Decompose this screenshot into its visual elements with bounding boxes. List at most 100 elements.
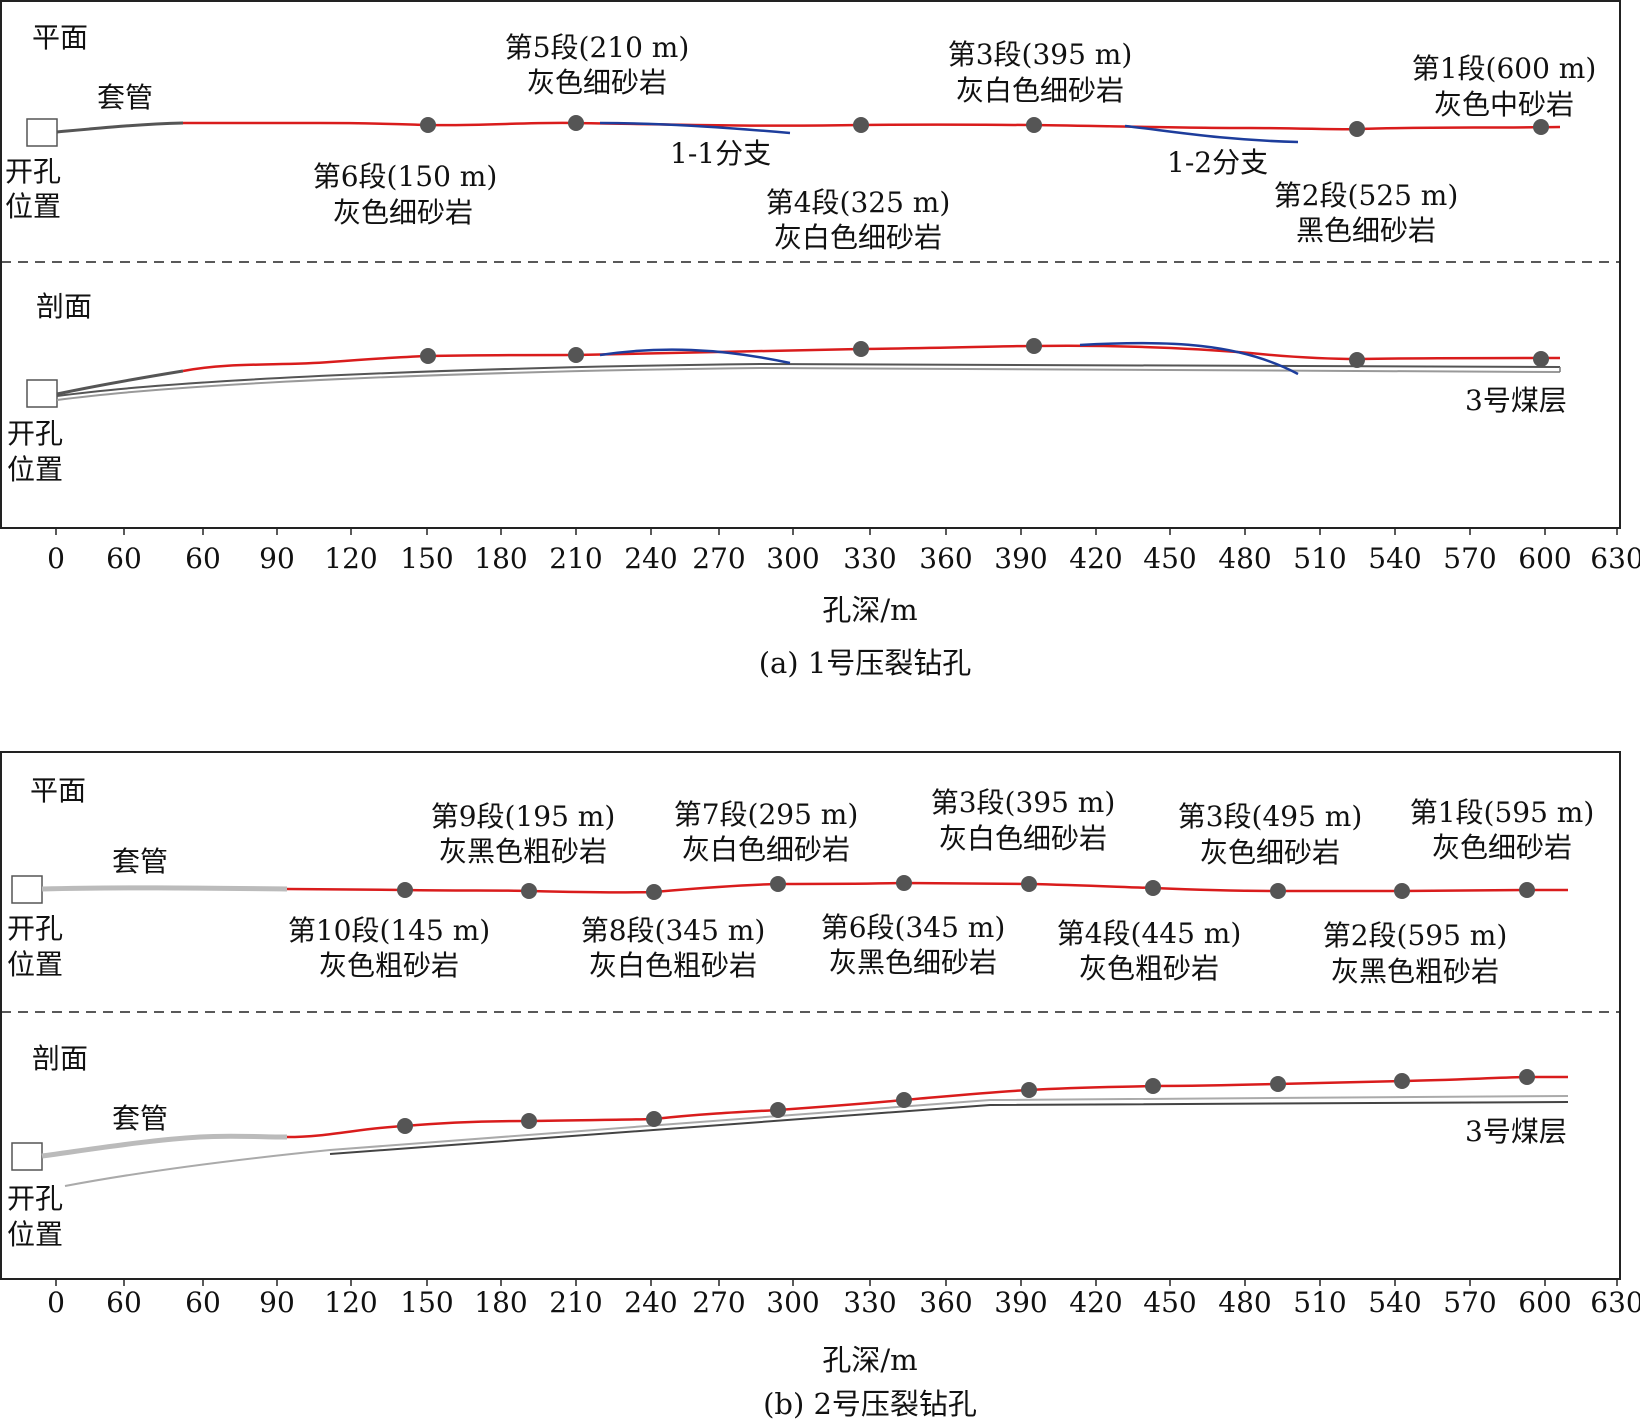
- stage-2-profile-point: [1349, 352, 1365, 368]
- coal-seam-lower: [56, 366, 1561, 401]
- stage-6b-title: 第6段(345 m): [821, 911, 1006, 944]
- stage-4b-point: [1145, 880, 1161, 896]
- panel-b-frame: [0, 751, 1621, 1280]
- stage-5-point: [568, 115, 584, 131]
- branch-1-2-profile-path: [1079, 341, 1299, 376]
- panel-b-x-axis-title: 孔深/m: [822, 1343, 917, 1377]
- casing-label-b-profile: 套管: [112, 1102, 168, 1135]
- stage-4-point: [853, 117, 869, 133]
- x-tick-label: 60: [106, 542, 142, 575]
- stage-1-lithology: 灰色中砂岩: [1434, 88, 1574, 121]
- stage-2-lithology: 黑色细砂岩: [1296, 214, 1436, 247]
- hole-label-profile-line1: 开孔: [7, 417, 63, 450]
- stage-2-point: [1349, 121, 1365, 137]
- stage-1-title: 第1段(600 m): [1412, 52, 1597, 85]
- x-tick-label: 420: [1069, 1286, 1122, 1319]
- x-tick-label: 330: [843, 1286, 896, 1319]
- hole-label-line1: 开孔: [5, 155, 61, 188]
- stage-8-lithology: 灰白色粗砂岩: [589, 949, 757, 982]
- hole-marker-profile-icon: [26, 379, 58, 408]
- stage-2b-lithology: 灰黑色粗砂岩: [1331, 955, 1499, 988]
- stage-3b-title: 第3段(395 m): [931, 786, 1116, 819]
- branch-1-1-path: [599, 121, 791, 135]
- panel-a-x-axis-title: 孔深/m: [822, 593, 917, 627]
- stage-3c-profile-point: [1270, 1076, 1286, 1092]
- stage-7-title: 第7段(295 m): [674, 798, 859, 831]
- x-tick-label: 240: [624, 1286, 677, 1319]
- casing-label-b: 套管: [112, 845, 168, 878]
- hole-marker-b-profile-icon: [11, 1142, 43, 1171]
- stage-7-profile-point: [770, 1102, 786, 1118]
- panel-a-profile-title: 剖面: [36, 290, 92, 323]
- stage-1b-title: 第1段(595 m): [1410, 796, 1595, 829]
- coal-seam-b-upper: [64, 1095, 1569, 1187]
- stage-3c-lithology: 灰色细砂岩: [1200, 836, 1340, 869]
- x-tick-label: 510: [1293, 542, 1346, 575]
- stage-4-title: 第4段(325 m): [766, 186, 951, 219]
- x-tick-label: 120: [324, 1286, 377, 1319]
- x-tick-label: 420: [1069, 542, 1122, 575]
- stage-9-profile-point: [521, 1113, 537, 1129]
- panel-a: 平面 剖面 开孔 位置 套管 1-1分支 1-2分支 第6段(150 m) 灰色…: [0, 0, 1640, 680]
- x-tick-label: 450: [1143, 542, 1196, 575]
- stage-8-profile-point: [646, 1111, 662, 1127]
- x-tick-label: 540: [1368, 542, 1421, 575]
- stage-9-point: [521, 883, 537, 899]
- stage-10-title: 第10段(145 m): [288, 914, 490, 947]
- x-tick-label: 630: [1590, 542, 1640, 575]
- stage-5-lithology: 灰色细砂岩: [527, 66, 667, 99]
- x-tick-label: 630: [1590, 1286, 1640, 1319]
- stage-1b-profile-point: [1519, 1069, 1535, 1085]
- hole-label-b-profile-line1: 开孔: [7, 1182, 63, 1215]
- stage-2b-profile-point: [1394, 1073, 1410, 1089]
- stage-3-lithology: 灰白色细砂岩: [956, 74, 1124, 107]
- stage-3b-point: [1021, 876, 1037, 892]
- panel-a-frame: [0, 0, 1621, 529]
- stage-1b-lithology: 灰色细砂岩: [1432, 831, 1572, 864]
- x-tick-label: 360: [919, 542, 972, 575]
- x-tick-label: 60: [106, 1286, 142, 1319]
- stage-4b-lithology: 灰色粗砂岩: [1079, 952, 1219, 985]
- casing-profile-line: [56, 369, 184, 396]
- x-tick-label: 330: [843, 542, 896, 575]
- panel-b: 平面 剖面 开孔 位置 套管 第10段(145 m) 灰色粗砂岩 第9段(195…: [0, 751, 1640, 1421]
- coal-seam-b-label: 3号煤层: [1465, 1115, 1567, 1148]
- x-tick-label: 240: [624, 542, 677, 575]
- hole-label-b-profile-line2: 位置: [7, 1218, 63, 1251]
- branch-1-1-profile-path: [599, 348, 791, 365]
- stage-8-title: 第8段(345 m): [581, 914, 766, 947]
- coal-seam-b-lower: [329, 1101, 1569, 1155]
- x-tick-label: 570: [1443, 542, 1496, 575]
- x-tick-label: 180: [474, 542, 527, 575]
- x-tick-label: 570: [1443, 1286, 1496, 1319]
- hole-label-b-line2: 位置: [7, 948, 63, 981]
- hole-label-line2: 位置: [5, 190, 61, 223]
- stage-5-profile-point: [568, 347, 584, 363]
- panel-a-plan-title: 平面: [32, 21, 88, 54]
- x-tick-label: 270: [692, 1286, 745, 1319]
- stage-7-lithology: 灰白色细砂岩: [682, 833, 850, 866]
- stage-2-title: 第2段(525 m): [1274, 179, 1459, 212]
- x-tick-label: 210: [549, 542, 602, 575]
- stage-3-title: 第3段(395 m): [948, 38, 1133, 71]
- x-tick-label: 480: [1218, 542, 1271, 575]
- x-tick-label: 120: [324, 542, 377, 575]
- stage-6-profile-point: [420, 348, 436, 364]
- stage-4-lithology: 灰白色细砂岩: [774, 221, 942, 254]
- x-tick-label: 390: [994, 1286, 1047, 1319]
- hole-marker-b-icon: [11, 875, 43, 904]
- x-tick-label: 600: [1518, 542, 1571, 575]
- stage-10-point: [397, 882, 413, 898]
- stage-7-point: [770, 876, 786, 892]
- x-tick-label: 180: [474, 1286, 527, 1319]
- stage-4b-profile-point: [1145, 1078, 1161, 1094]
- stage-1b-point: [1519, 882, 1535, 898]
- stage-3-profile-point: [1026, 338, 1042, 354]
- x-tick-label: 360: [919, 1286, 972, 1319]
- stage-3b-profile-point: [1021, 1082, 1037, 1098]
- x-tick-label: 540: [1368, 1286, 1421, 1319]
- branch-1-1-label: 1-1分支: [670, 137, 771, 170]
- stage-3-point: [1026, 117, 1042, 133]
- stage-2b-point: [1394, 883, 1410, 899]
- x-tick-label: 300: [766, 542, 819, 575]
